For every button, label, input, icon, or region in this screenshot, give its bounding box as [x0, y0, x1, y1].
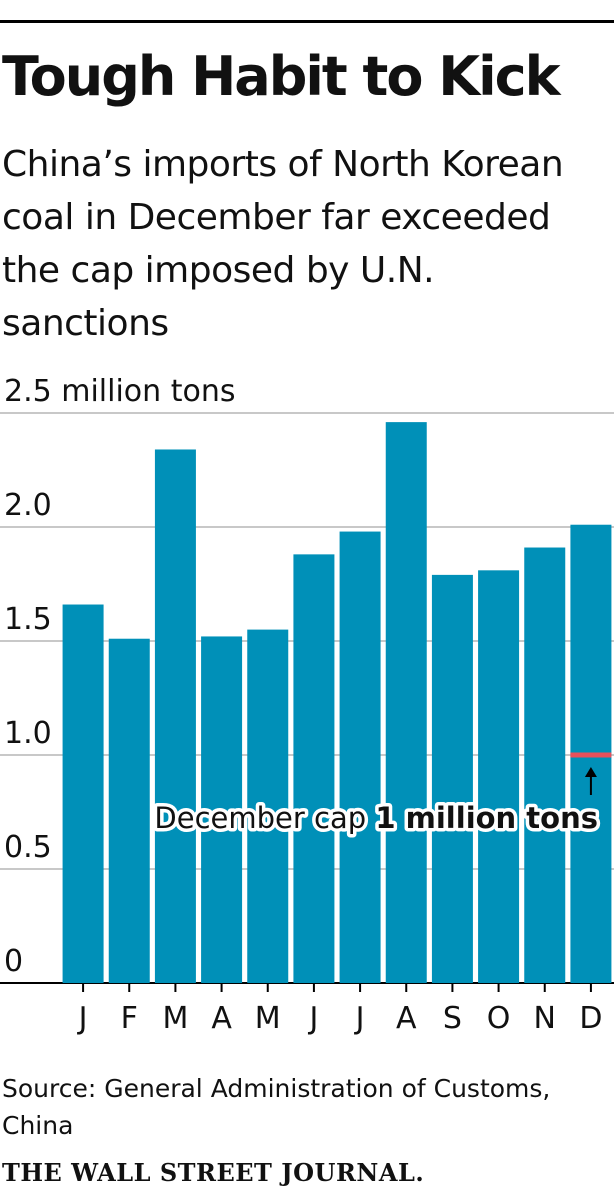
x-tick-label: N	[534, 1001, 556, 1036]
x-tick-label: M	[162, 1001, 188, 1036]
bar-j	[293, 554, 335, 983]
y-tick-label: 0.5	[4, 830, 52, 865]
publisher-logo: THE WALL STREET JOURNAL.	[2, 1158, 425, 1187]
bar-a	[201, 636, 243, 983]
bars	[62, 422, 612, 984]
bar-m	[154, 449, 196, 984]
x-tick-label: M	[255, 1001, 281, 1036]
x-tick-label: J	[354, 1001, 365, 1036]
bar-j	[339, 531, 381, 983]
y-tick-label: 2.5 million tons	[4, 374, 235, 409]
cap-arrow-head	[584, 767, 597, 777]
cap-label-value: 1 million tons	[375, 801, 598, 835]
x-tick-label: O	[487, 1001, 511, 1036]
y-tick-label: 0	[4, 944, 23, 979]
y-tick-labels: 0 0.5 1.0 1.5 2.0 2.5 million tons	[4, 374, 235, 979]
cap-label: December cap 1 million tons	[154, 801, 598, 835]
x-tick-label: S	[443, 1001, 462, 1036]
chart-title: Tough Habit to Kick	[2, 45, 561, 108]
cap-label-prefix: December cap	[154, 801, 375, 835]
bar-m	[247, 629, 289, 983]
y-tick-label: 1.5	[4, 602, 52, 637]
x-tick-label: A	[396, 1001, 417, 1036]
bar-s	[431, 574, 473, 983]
x-tick-label: J	[307, 1001, 318, 1036]
bar-j	[62, 604, 104, 983]
bar-a	[385, 422, 427, 983]
cap-label-prefix: December cap	[154, 801, 375, 835]
bar-f	[108, 638, 150, 983]
source-note: Source: General Administration of Custom…	[2, 1074, 551, 1140]
y-tick-label: 2.0	[4, 488, 52, 523]
cap-label-halo: December cap 1 million tons	[154, 801, 598, 835]
x-tick-label: D	[579, 1001, 602, 1036]
y-tick-label: 1.0	[4, 716, 52, 751]
bar-o	[478, 570, 520, 983]
x-tick-label: A	[211, 1001, 232, 1036]
cap-label-value: 1 million tons	[375, 801, 598, 835]
x-tick-label: F	[121, 1001, 138, 1036]
bar-n	[524, 547, 566, 983]
chart-subtitle: China’s imports of North Korean coal in …	[2, 144, 564, 344]
top-rule	[0, 20, 614, 23]
x-tick-label: J	[77, 1001, 88, 1036]
